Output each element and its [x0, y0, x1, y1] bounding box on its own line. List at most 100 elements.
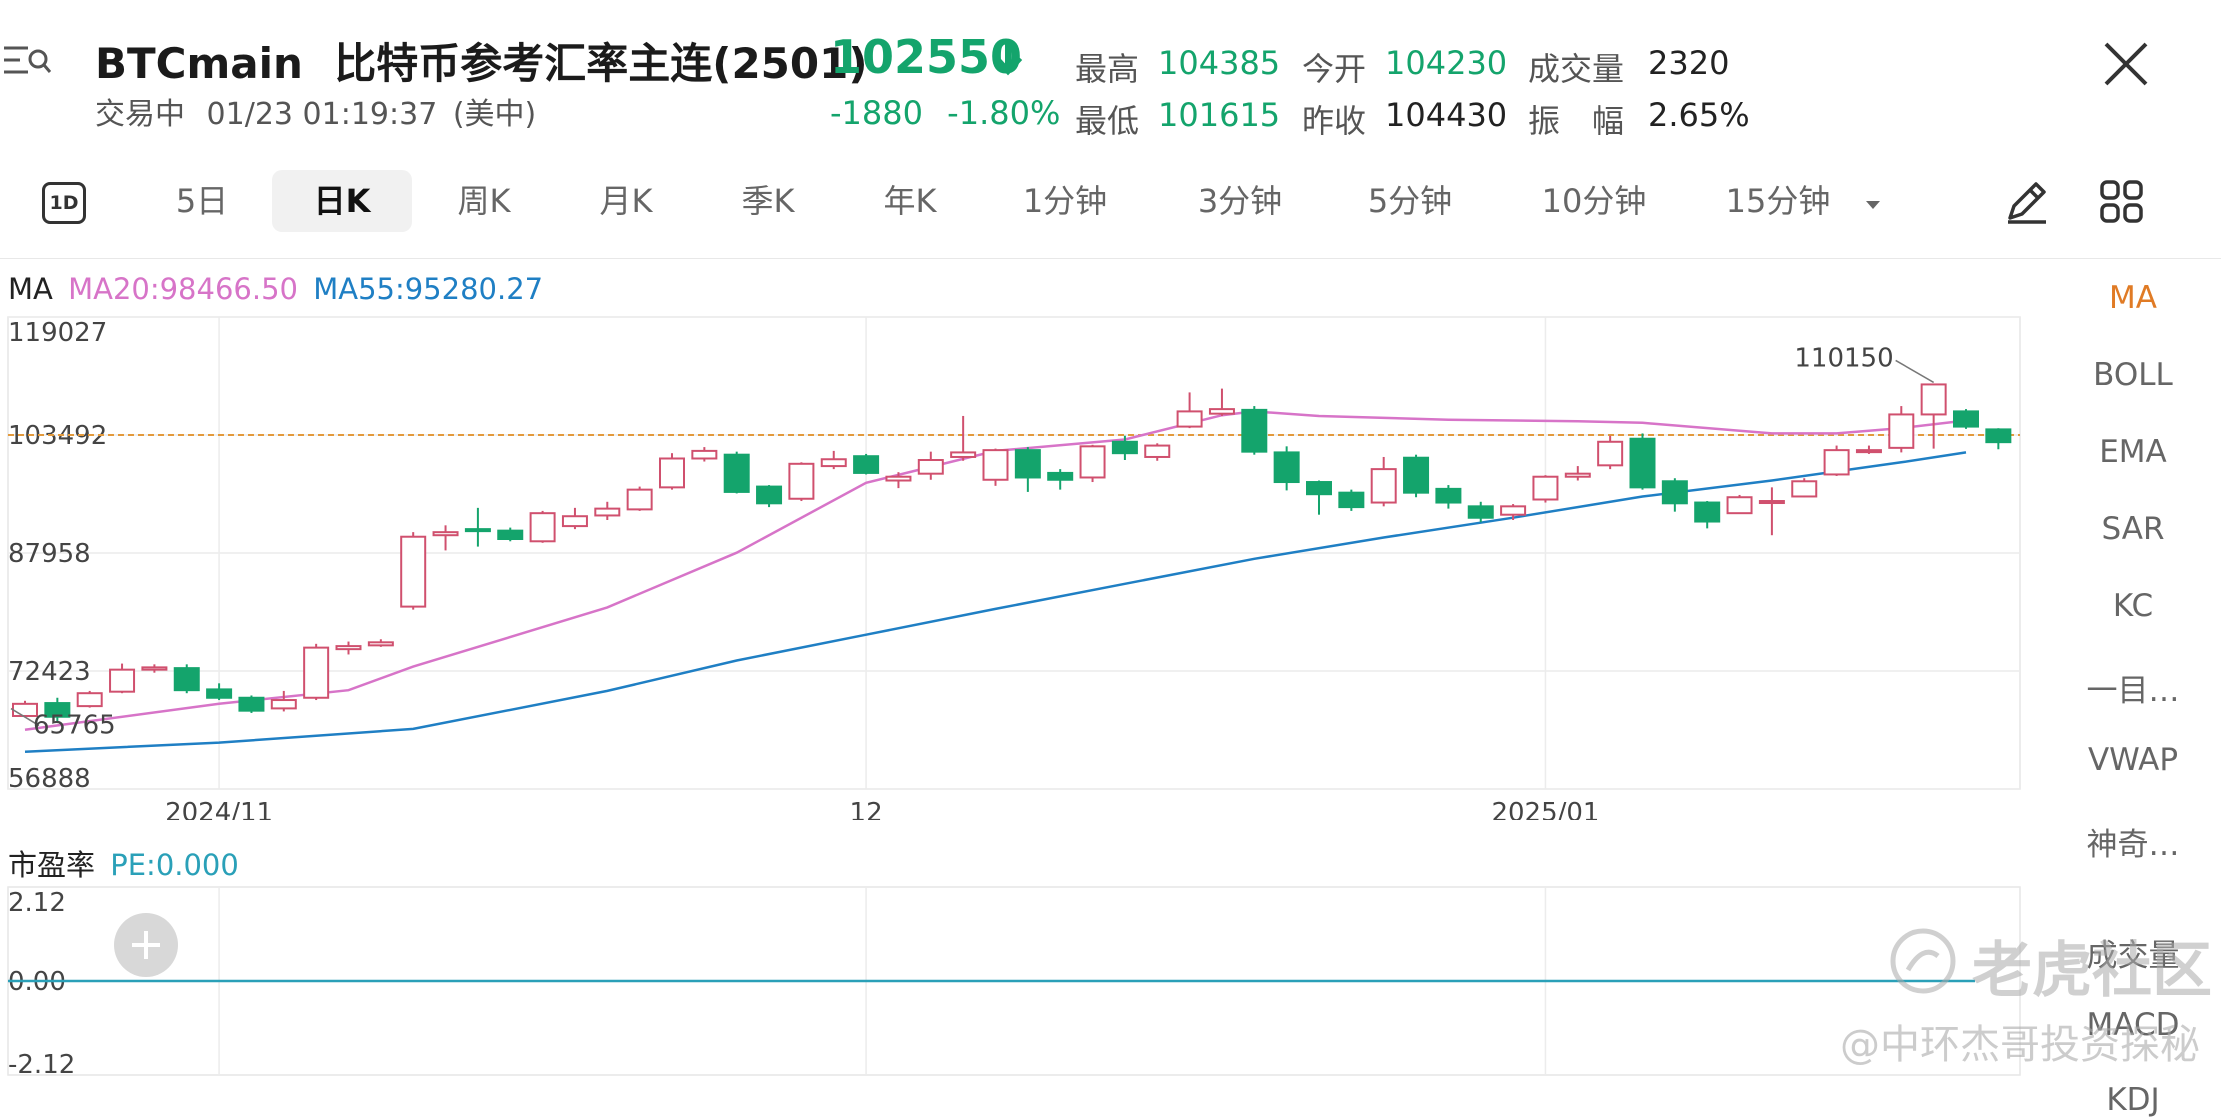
tab-5day[interactable]: 5日: [175, 182, 229, 220]
low-marker-line: [10, 707, 40, 727]
ma20-value: MA20:98466.50: [68, 272, 298, 306]
candle-body: [1014, 449, 1041, 479]
candle-body: [1726, 496, 1753, 515]
candle-body: [917, 459, 944, 475]
instrument-name: 比特币参考汇率主连(2501): [334, 39, 868, 88]
dropdown-caret-icon[interactable]: [1864, 196, 1882, 209]
high-marker-label: 110150: [1794, 343, 1893, 373]
tab-weekly-k[interactable]: 周K: [457, 182, 511, 220]
indicator-kdj[interactable]: KDJ: [2106, 1082, 2160, 1118]
candle-body: [885, 475, 912, 482]
candle-body: [659, 457, 685, 489]
period-tabs: 1D 5日 日K 周K 月K 季K 年K 1分钟 3分钟 5分钟 10分钟 15…: [0, 170, 2221, 248]
candle-body: [820, 458, 847, 468]
indicator-boll[interactable]: BOLL: [2093, 357, 2173, 393]
candle-body: [1953, 410, 1979, 428]
candle-body: [723, 453, 750, 493]
candle-body: [626, 488, 653, 511]
header-divider: [0, 258, 2221, 259]
indicator-ma[interactable]: MA: [2109, 280, 2157, 316]
draw-pen-icon[interactable]: [2000, 176, 2052, 228]
indicator-macd[interactable]: MACD: [2086, 1007, 2180, 1043]
plus-icon: [132, 931, 160, 959]
watermark-author: @中环杰哥投资探秘: [1840, 1022, 2200, 1068]
indicator-sar[interactable]: SAR: [2101, 511, 2165, 547]
indicator-ichimoku[interactable]: 一目…: [2086, 673, 2180, 709]
menu-icon[interactable]: [0, 40, 56, 80]
volume-label: 成交量: [1528, 50, 1625, 88]
candle-body: [432, 531, 459, 537]
symbol: BTCmain: [95, 39, 303, 88]
low-value: 101615: [1158, 96, 1281, 134]
candle-body: [1791, 480, 1818, 498]
high-marker-line: [1895, 359, 1935, 384]
candle-body: [561, 515, 588, 528]
pe-y-tick-label: 2.12: [8, 888, 66, 918]
candle-body: [691, 449, 718, 460]
price-change: -1880 -1.80%: [830, 94, 1060, 132]
tab-15min[interactable]: 15分钟: [1725, 182, 1831, 220]
candle-body: [1823, 449, 1850, 476]
tab-1min[interactable]: 1分钟: [1022, 182, 1108, 220]
candle-body: [1079, 445, 1106, 479]
pe-chart[interactable]: 2.120.00-2.12: [0, 880, 2040, 1080]
y-tick-label: 72423: [8, 657, 91, 687]
change-value: -1880: [830, 94, 923, 132]
candle-body: [141, 666, 168, 671]
candle-body: [756, 485, 783, 505]
tab-10min[interactable]: 10分钟: [1541, 182, 1647, 220]
down-arrow-icon: [990, 38, 1026, 78]
candle-body: [950, 451, 977, 458]
candle-body: [788, 462, 815, 500]
low-label: 最低: [1075, 102, 1140, 140]
candle-body: [1564, 472, 1591, 478]
candle-body: [1273, 451, 1300, 484]
tab-3min[interactable]: 3分钟: [1197, 182, 1283, 220]
candle-body: [1920, 383, 1947, 416]
tab-5min[interactable]: 5分钟: [1367, 182, 1453, 220]
tiger-logo-icon: [1888, 926, 1958, 996]
tab-daily-k[interactable]: 日K: [272, 170, 412, 232]
indicator-ema[interactable]: EMA: [2099, 434, 2167, 470]
pe-y-tick-label: -2.12: [8, 1050, 75, 1080]
tab-yearly-k[interactable]: 年K: [883, 182, 937, 220]
candle-body: [1241, 408, 1268, 453]
amplitude-label: 振 幅: [1528, 102, 1625, 140]
tab-quarterly-k[interactable]: 季K: [741, 182, 795, 220]
period-1d-icon[interactable]: 1D: [42, 182, 86, 224]
candle-body: [497, 529, 524, 541]
indicator-vwap[interactable]: VWAP: [2087, 742, 2179, 778]
candle-body: [1144, 444, 1171, 458]
candle-body: [206, 688, 233, 699]
last-price: 102550: [830, 30, 1023, 84]
indicator-kc[interactable]: KC: [2112, 588, 2154, 624]
grid-layout-icon[interactable]: [2098, 178, 2146, 226]
candle-body: [238, 696, 265, 712]
close-icon[interactable]: [2100, 38, 2152, 90]
pe-legend-title: 市盈率: [8, 848, 96, 882]
candle-body: [1467, 505, 1494, 519]
trading-status-line: 交易中 01/23 01:19:37 (美中): [95, 89, 536, 133]
candle-body: [76, 692, 103, 708]
candle-body: [1532, 475, 1559, 501]
high-label: 最高: [1075, 50, 1140, 88]
candle-body: [173, 667, 200, 692]
indicator-volume[interactable]: 成交量: [2086, 938, 2180, 974]
open-label: 今开: [1302, 50, 1367, 88]
volume-value: 2320: [1648, 44, 1730, 82]
candle-body: [1500, 505, 1527, 516]
change-percent: -1.80%: [947, 94, 1061, 132]
ma-legend-title: MA: [8, 272, 53, 306]
prev-close-value: 104430: [1385, 96, 1508, 134]
watermark-brand: 老虎社区: [1972, 936, 2212, 1006]
candle-body: [1597, 440, 1624, 467]
candle-body: [1661, 480, 1688, 505]
y-tick-label: 119027: [8, 318, 107, 348]
indicator-magic-nine[interactable]: 神奇…: [2086, 827, 2180, 863]
low-marker-label: 65765: [33, 711, 116, 741]
candle-body: [1435, 487, 1462, 504]
tab-monthly-k[interactable]: 月K: [599, 182, 653, 220]
add-indicator-button[interactable]: [114, 913, 178, 977]
candle-body: [1208, 408, 1235, 415]
